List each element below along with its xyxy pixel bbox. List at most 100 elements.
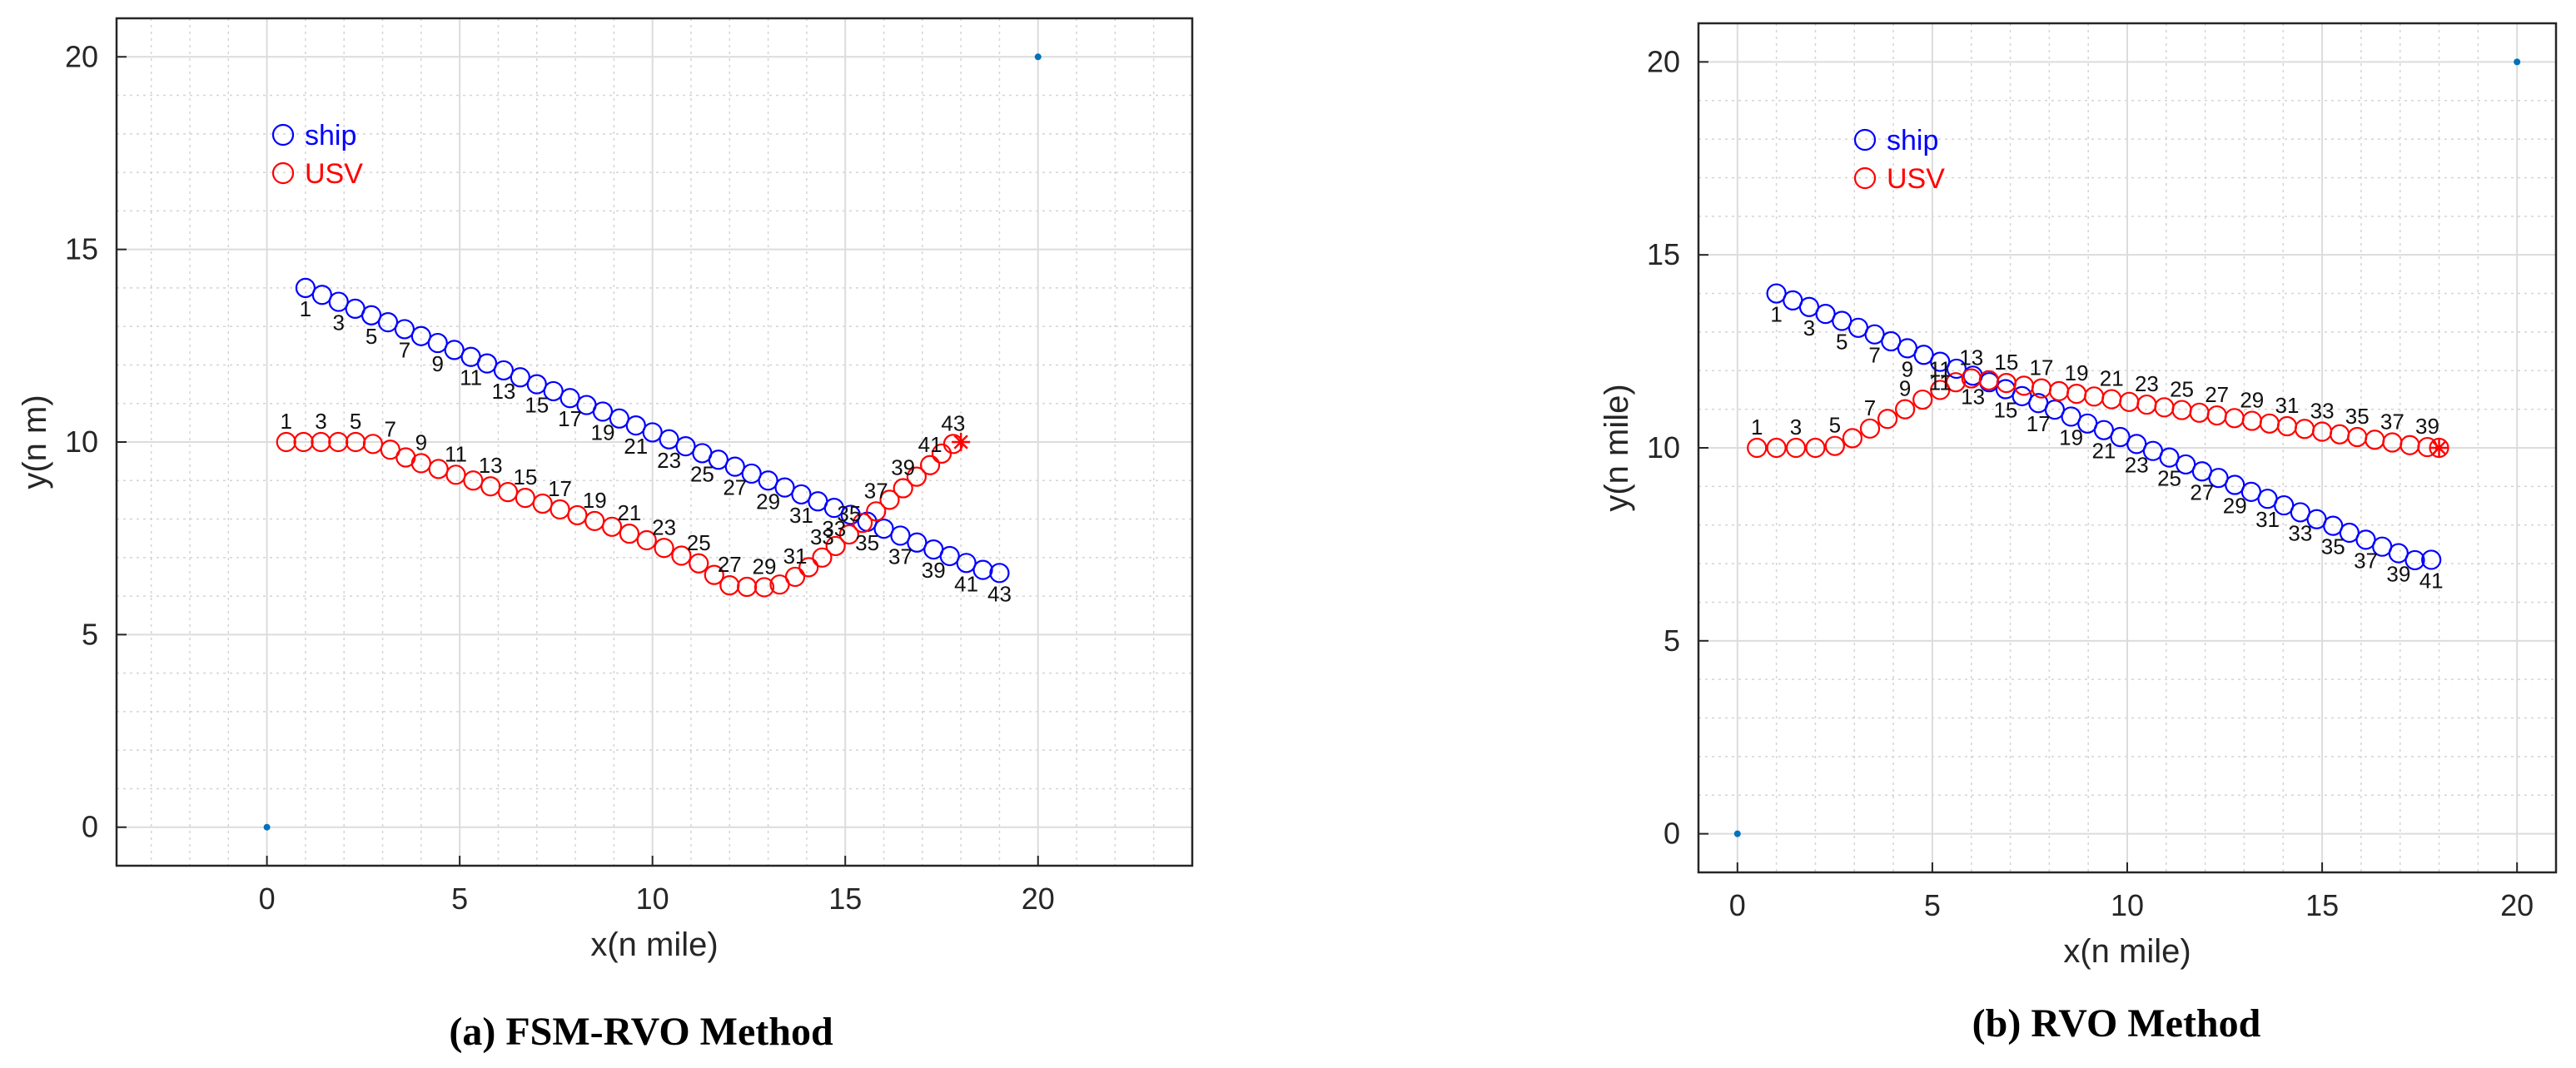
chart-a-ship-point xyxy=(989,563,1010,584)
chart-b-usv-point xyxy=(1842,428,1863,449)
chart-a-usv-point xyxy=(906,466,927,487)
chart-a-usv-step-label: 1 xyxy=(281,409,292,434)
chart-a-ship-point xyxy=(741,463,762,484)
chart-a-usv-point xyxy=(798,557,819,578)
chart-a-ship-point xyxy=(907,532,927,553)
chart-b-ship-step-label: 31 xyxy=(2255,507,2280,532)
chart-b-usv-point xyxy=(1747,437,1768,459)
caption-a: (a) FSM-RVO Method xyxy=(449,1010,833,1054)
chart-a-ship-point xyxy=(774,477,795,498)
chart-b-goal-point xyxy=(2514,58,2521,66)
chart-a-usv-step-label: 31 xyxy=(783,544,808,569)
chart-a-ship-step-label: 33 xyxy=(822,516,846,541)
chart-a-ship-point xyxy=(758,470,778,491)
chart-a-ship-point xyxy=(724,456,745,477)
chart-b-usv-step-label: 9 xyxy=(1899,376,1911,401)
chart-a-ship-point xyxy=(311,285,332,305)
chart-b-ship-step-label: 37 xyxy=(2354,548,2378,573)
chart-a-usv-point xyxy=(825,535,846,557)
chart-b-usv-step-label: 37 xyxy=(2380,410,2404,435)
chart-a-usv-step-label: 9 xyxy=(415,430,427,455)
chart-b-usv-point xyxy=(1766,437,1787,459)
chart-b-usv-step-label: 5 xyxy=(1829,413,1841,438)
chart-b-legend-usv-marker xyxy=(1853,166,1877,190)
chart-b-usv-point xyxy=(1805,437,1826,459)
chart-a-legend-usv-marker xyxy=(271,161,295,185)
chart-a-usv-step-label: 3 xyxy=(315,409,326,434)
chart-a-usv-step-label: 33 xyxy=(810,524,834,549)
chart-a-usv-point xyxy=(654,538,674,559)
chart-b-x-tick-label: 15 xyxy=(2305,888,2339,922)
chart-a-ship-step-label: 37 xyxy=(888,544,913,569)
chart-a-usv-point xyxy=(737,576,758,598)
chart-a-ship-step-label: 35 xyxy=(855,530,879,555)
chart-b-usv-step-label: 11 xyxy=(1929,356,1952,381)
chart-b-ship-step-label: 7 xyxy=(1868,343,1880,368)
chart-b-ship-step-label: 23 xyxy=(2125,452,2149,477)
chart-a-legend-ship-label: ship xyxy=(305,120,356,152)
chart-a-ship-step-label: 5 xyxy=(366,324,377,349)
caption-b: (b) RVO Method xyxy=(1972,1001,2261,1046)
chart-a-legend-usv-label: USV xyxy=(305,158,363,190)
chart-a-ship-point xyxy=(510,367,530,388)
chart-b-ship-step-label: 27 xyxy=(2190,479,2214,504)
chart-a-ship-step-label: 17 xyxy=(558,406,582,431)
chart-a-usv-step-label: 17 xyxy=(548,476,572,501)
chart-a-usv-point xyxy=(619,524,639,544)
chart-a-usv-point xyxy=(671,545,692,566)
chart-a-ship-point xyxy=(890,525,911,546)
chart-b-usv-step-label: 19 xyxy=(2065,360,2089,385)
chart-a-ship-step-label: 43 xyxy=(987,581,1012,606)
chart-a-y-tick-label: 0 xyxy=(82,810,98,844)
chart-b-usv-step-label: 29 xyxy=(2240,388,2264,413)
chart-a-ship-point xyxy=(873,519,894,539)
chart-b-y-tick-label: 20 xyxy=(1647,44,1680,78)
chart-a-usv-step-label: 15 xyxy=(513,464,537,489)
chart-a-ship-point xyxy=(559,388,580,409)
chart-a-ship-step-label: 39 xyxy=(922,558,946,583)
chart-a-start-point xyxy=(263,823,271,831)
chart-b-ship-step-label: 5 xyxy=(1836,329,1847,354)
chart-a-usv-step-label: 35 xyxy=(837,501,861,526)
chart-b-usv-step-label: 23 xyxy=(2135,371,2159,396)
chart-b-legend-ship-label: ship xyxy=(1887,125,1938,156)
chart-a-usv-point xyxy=(689,553,709,574)
chart-a-ship-step-label: 3 xyxy=(333,310,345,335)
chart-a-ship-step-label: 29 xyxy=(756,489,780,514)
chart-a-usv-step-label: 23 xyxy=(652,514,676,539)
chart-b-ship-point xyxy=(2404,549,2425,571)
chart-b-usv-step-label: 1 xyxy=(1751,415,1763,440)
chart-b-usv-step-label: 33 xyxy=(2310,399,2335,424)
chart-b-usv-point xyxy=(1785,437,1807,459)
chart-a-x-tick-label: 5 xyxy=(451,882,468,916)
chart-a-y-tick-label: 10 xyxy=(65,425,98,459)
chart-a-ship-point xyxy=(410,325,431,346)
chart-a-end-marker xyxy=(952,433,971,451)
chart-a-ship-point xyxy=(791,484,812,505)
chart-b-x-tick-label: 20 xyxy=(2500,888,2534,922)
chart-b-ship-step-label: 9 xyxy=(1902,356,1913,381)
chart-a-usv-step-label: 25 xyxy=(687,530,711,555)
chart-a-usv-point xyxy=(893,478,913,499)
chart-a-ship-step-label: 13 xyxy=(491,379,515,404)
chart-a-x-tick-label: 20 xyxy=(1022,882,1055,916)
chart-b-usv-step-label: 31 xyxy=(2275,393,2299,418)
chart-a-end-marker-stroke xyxy=(953,435,968,450)
chart-b-usv-point xyxy=(1877,409,1898,430)
chart-b-usv-point xyxy=(1945,372,1967,393)
chart-a-legend-ship-marker xyxy=(271,123,295,147)
chart-b-y-tick-label: 5 xyxy=(1663,623,1680,658)
chart-a-ship-point xyxy=(592,401,614,422)
chart-a-ship-point xyxy=(476,353,498,374)
chart-a-ship-step-label: 31 xyxy=(789,503,813,528)
chart-a-ship-point xyxy=(444,340,465,360)
chart-b-ship-step-label: 13 xyxy=(1961,384,1985,409)
chart-a-ship-point xyxy=(609,408,629,429)
chart-a-usv-point xyxy=(636,529,657,551)
chart-a-usv-step-label: 43 xyxy=(941,410,965,435)
chart-b-x-axis-label: x(n mile) xyxy=(2063,933,2191,970)
chart-a-ship-point xyxy=(427,332,448,354)
chart-a-ship-point xyxy=(675,435,696,457)
